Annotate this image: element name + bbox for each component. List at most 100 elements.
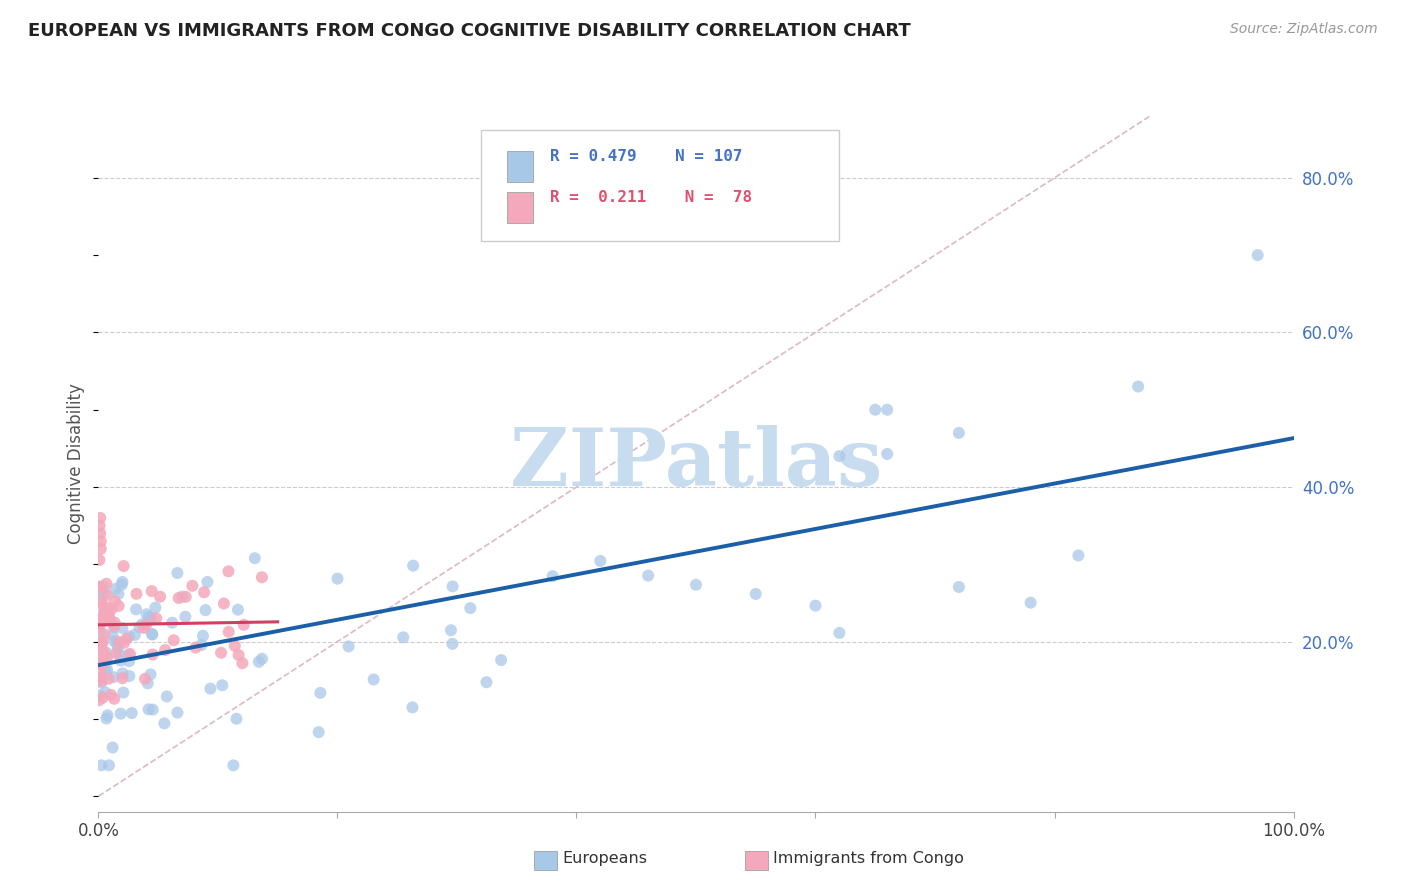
Text: EUROPEAN VS IMMIGRANTS FROM CONGO COGNITIVE DISABILITY CORRELATION CHART: EUROPEAN VS IMMIGRANTS FROM CONGO COGNIT… — [28, 22, 911, 40]
Point — [96, 588, 118, 602]
Point — [124, 628, 146, 642]
FancyBboxPatch shape — [508, 192, 533, 223]
Point — [90, 582, 112, 597]
Point — [89, 553, 111, 567]
Point — [100, 614, 122, 628]
Point — [118, 654, 141, 668]
Point — [228, 648, 250, 662]
Point — [156, 690, 179, 704]
Point — [97, 600, 120, 615]
Point — [89, 518, 111, 533]
Point — [135, 618, 157, 632]
Point — [828, 449, 851, 463]
Point — [90, 595, 112, 609]
Point — [112, 559, 135, 574]
Point — [105, 636, 128, 650]
Point — [101, 740, 124, 755]
Point — [441, 637, 464, 651]
Point — [174, 609, 197, 624]
Point — [149, 590, 172, 604]
Point — [103, 691, 125, 706]
Point — [90, 534, 112, 549]
Point — [93, 586, 115, 600]
Point — [222, 758, 245, 772]
Point — [90, 612, 112, 626]
Point — [163, 633, 186, 648]
Point — [118, 648, 141, 662]
Point — [948, 580, 970, 594]
Text: Europeans: Europeans — [562, 851, 647, 866]
Point — [125, 602, 148, 616]
Point — [209, 646, 232, 660]
Point — [131, 617, 153, 632]
Point — [108, 635, 131, 649]
Point — [145, 600, 167, 615]
Point — [132, 621, 155, 635]
Point — [232, 617, 254, 632]
Point — [181, 579, 204, 593]
Point — [141, 627, 163, 641]
Point — [401, 700, 423, 714]
Point — [97, 609, 120, 624]
Point — [141, 627, 163, 641]
Point — [193, 585, 215, 599]
Point — [174, 590, 197, 604]
Point — [685, 578, 707, 592]
Point — [128, 620, 150, 634]
Point — [103, 670, 125, 684]
Point — [89, 620, 111, 634]
Point — [112, 636, 135, 650]
FancyBboxPatch shape — [481, 130, 839, 241]
Point — [89, 612, 111, 626]
Point — [111, 574, 134, 589]
Point — [97, 607, 120, 622]
Point — [115, 632, 138, 646]
Point — [94, 664, 117, 678]
Point — [89, 663, 111, 677]
Point — [250, 570, 273, 584]
Point — [94, 645, 117, 659]
Point — [876, 402, 898, 417]
Point — [89, 616, 111, 631]
Point — [121, 706, 143, 720]
Point — [441, 579, 464, 593]
Point — [200, 681, 222, 696]
Point — [96, 650, 118, 665]
Point — [136, 676, 159, 690]
Y-axis label: Cognitive Disability: Cognitive Disability — [67, 384, 86, 544]
Point — [250, 651, 273, 665]
Point — [139, 611, 162, 625]
FancyBboxPatch shape — [508, 151, 533, 182]
Point — [91, 656, 114, 670]
Point — [93, 611, 115, 625]
Point — [89, 615, 111, 630]
Point — [804, 599, 827, 613]
Point — [392, 630, 415, 644]
Point — [93, 599, 115, 614]
Point — [89, 526, 111, 541]
Point — [107, 587, 129, 601]
Point — [142, 648, 165, 662]
Point — [89, 581, 111, 595]
Point — [89, 625, 111, 640]
Point — [828, 626, 851, 640]
Point — [89, 617, 111, 632]
Point — [134, 672, 156, 686]
Point — [142, 703, 165, 717]
Point — [212, 597, 235, 611]
Point — [94, 607, 117, 622]
Point — [326, 572, 349, 586]
Point — [107, 646, 129, 660]
Point — [309, 686, 332, 700]
Point — [194, 603, 217, 617]
Point — [125, 587, 148, 601]
Text: R = 0.479    N = 107: R = 0.479 N = 107 — [550, 149, 742, 164]
Point — [118, 669, 141, 683]
Point — [94, 652, 117, 666]
Point — [104, 615, 127, 630]
Point — [101, 628, 124, 642]
Point — [105, 646, 128, 660]
Point — [637, 568, 659, 582]
Point — [103, 634, 125, 648]
Point — [91, 648, 114, 663]
